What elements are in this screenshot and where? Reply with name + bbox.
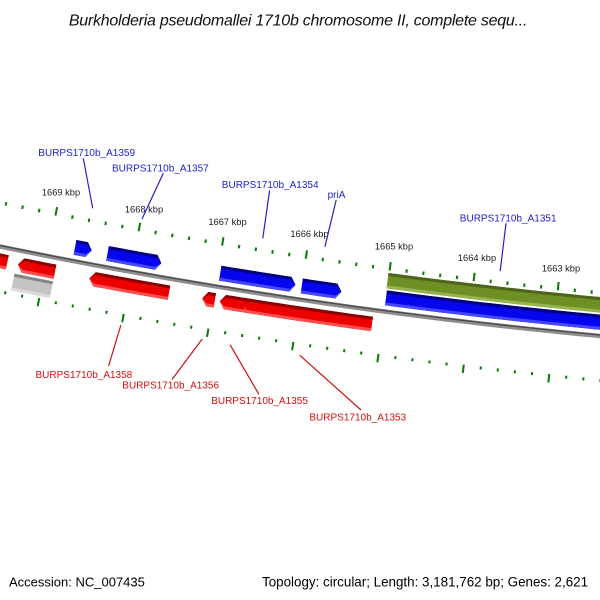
svg-text:BURPS1710b_A1358: BURPS1710b_A1358 bbox=[36, 370, 133, 381]
svg-text:1666 kbp: 1666 kbp bbox=[290, 229, 328, 239]
svg-text:BURPS1710b_A1357: BURPS1710b_A1357 bbox=[112, 164, 209, 175]
svg-text:1669 kbp: 1669 kbp bbox=[42, 187, 80, 197]
svg-text:1667 kbp: 1667 kbp bbox=[208, 217, 246, 227]
svg-text:Burkholderia pseudomallei 1710: Burkholderia pseudomallei 1710b chromoso… bbox=[69, 12, 527, 29]
svg-text:BURPS1710b_A1351: BURPS1710b_A1351 bbox=[460, 214, 557, 225]
svg-text:Accession: NC_007435: Accession: NC_007435 bbox=[9, 574, 145, 589]
svg-text:BURPS1710b_A1359: BURPS1710b_A1359 bbox=[38, 148, 135, 159]
svg-text:BURPS1710b_A1353: BURPS1710b_A1353 bbox=[309, 413, 406, 424]
svg-text:Topology: circular; Length: 3,: Topology: circular; Length: 3,181,762 bp… bbox=[262, 574, 588, 589]
svg-text:1668 kbp: 1668 kbp bbox=[125, 204, 163, 214]
svg-text:BURPS1710b_A1356: BURPS1710b_A1356 bbox=[122, 380, 219, 391]
svg-text:priA: priA bbox=[328, 190, 346, 201]
svg-text:1664 kbp: 1664 kbp bbox=[458, 253, 496, 263]
svg-text:1665 kbp: 1665 kbp bbox=[375, 241, 413, 251]
svg-text:BURPS1710b_A1355: BURPS1710b_A1355 bbox=[211, 396, 308, 407]
svg-text:1663 kbp: 1663 kbp bbox=[542, 263, 580, 273]
svg-text:BURPS1710b_A1354: BURPS1710b_A1354 bbox=[222, 180, 319, 191]
